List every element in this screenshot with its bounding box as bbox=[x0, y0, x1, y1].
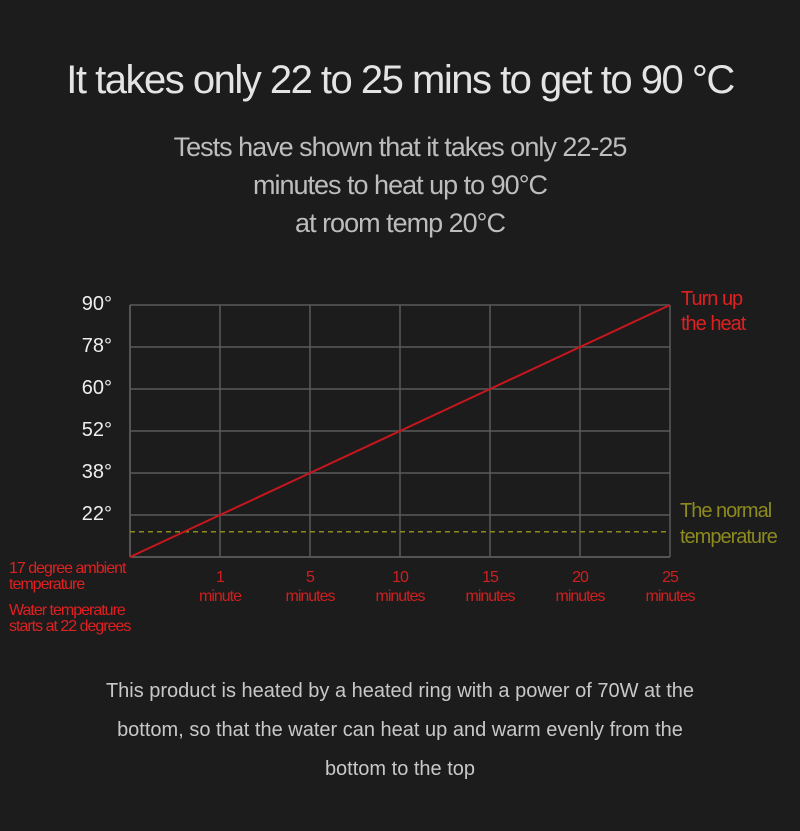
y-tick-label: 52° bbox=[81, 419, 112, 441]
title: It takes only 22 to 25 mins to get to 90… bbox=[66, 58, 735, 102]
reference-label: The normal temperature bbox=[680, 499, 778, 548]
x-tick-label: 1 minute bbox=[198, 569, 242, 605]
x-tick-label: 25 minutes bbox=[645, 569, 695, 605]
annotation: Water temperature starts at 22 degrees bbox=[9, 602, 131, 635]
y-tick-label: 90° bbox=[81, 293, 112, 315]
data-line bbox=[129, 304, 671, 558]
x-tick-label: 20 minutes bbox=[555, 569, 605, 605]
y-tick-label: 60° bbox=[81, 377, 112, 399]
y-tick-label: 78° bbox=[81, 335, 112, 357]
x-tick-label: 15 minutes bbox=[465, 569, 515, 605]
annotation: Turn up the heat bbox=[681, 288, 746, 335]
annotation: 17 degree ambient temperature bbox=[9, 560, 126, 593]
x-tick-label: 5 minutes bbox=[285, 569, 335, 605]
description: This product is heated by a heated ring … bbox=[105, 680, 695, 780]
x-tick-label: 10 minutes bbox=[375, 569, 425, 605]
y-tick-label: 22° bbox=[81, 503, 112, 525]
y-tick-label: 38° bbox=[81, 461, 112, 483]
subtitle: Tests have shown that it takes only 22-2… bbox=[173, 132, 628, 238]
